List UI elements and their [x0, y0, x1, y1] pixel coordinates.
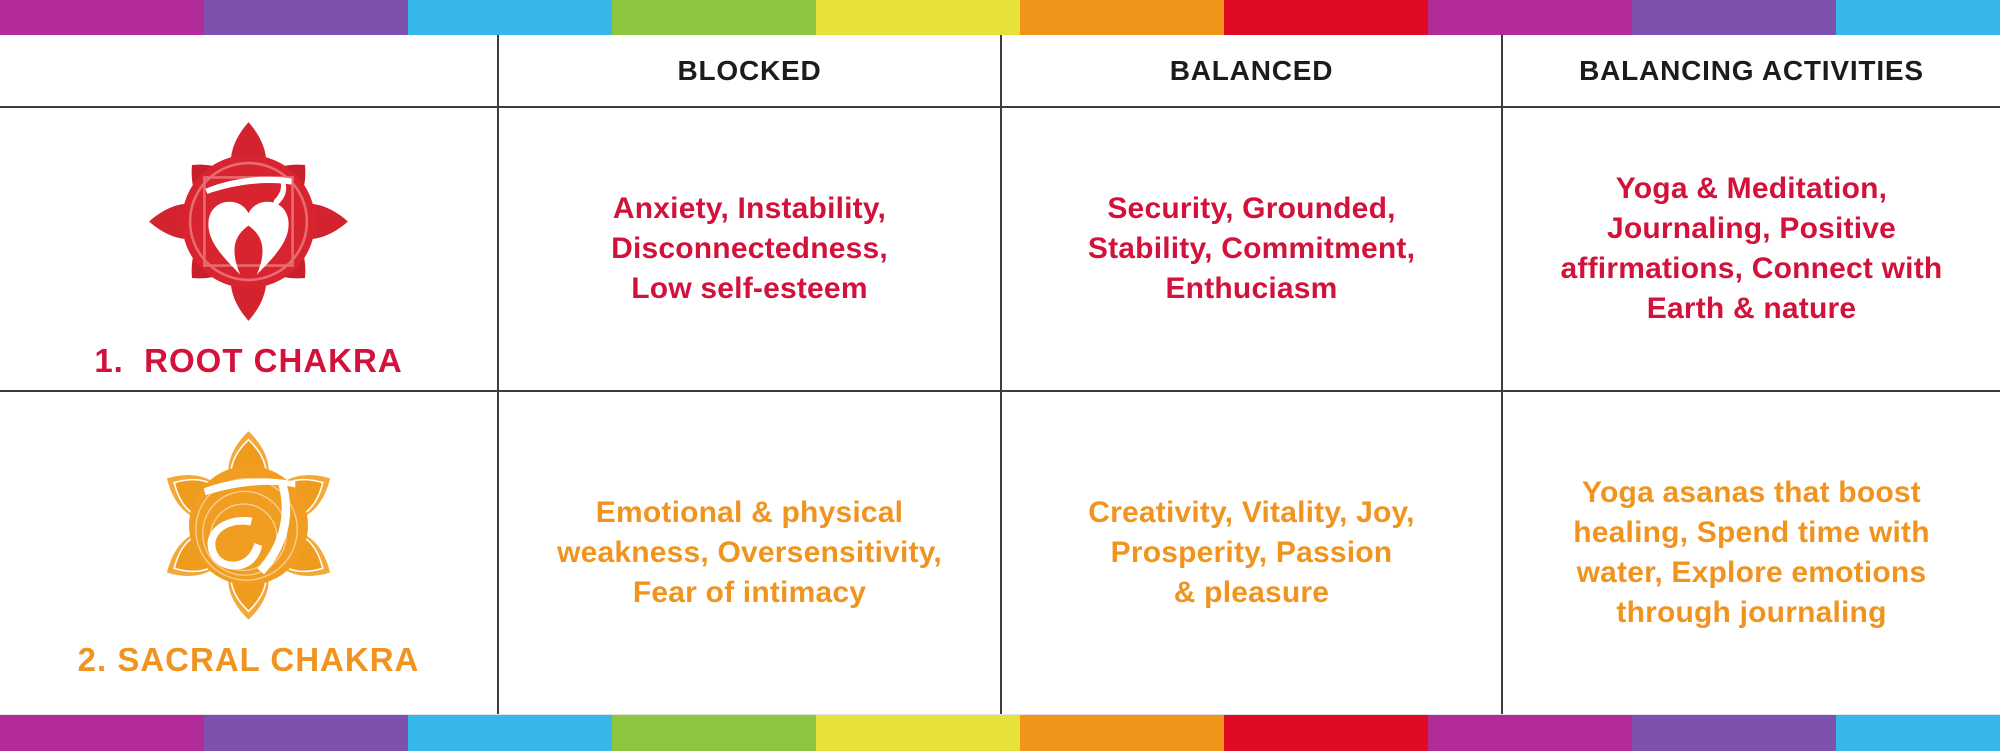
banner-stripe [408, 715, 612, 751]
root-balanced-text: Security, Grounded, Stability, Commitmen… [1000, 108, 1501, 392]
root-chakra-cell: 1. ROOT CHAKRA [0, 108, 497, 392]
root-activities-text: Yoga & Meditation, Journaling, Positive … [1501, 108, 2000, 392]
banner-stripe [204, 0, 408, 35]
header-blocked: BLOCKED [497, 35, 1000, 108]
banner-stripe [1224, 0, 1428, 35]
root-chakra-label: 1. ROOT CHAKRA [94, 341, 403, 379]
banner-stripe [612, 715, 816, 751]
banner-stripe [1224, 715, 1428, 751]
sacral-activities-text: Yoga asanas that boost healing, Spend ti… [1501, 392, 2000, 714]
banner-stripe [1836, 0, 2000, 35]
sacral-chakra-cell: 2. SACRAL CHAKRA [0, 392, 497, 714]
header-balancing-activities: BALANCING ACTIVITIES [1501, 35, 2000, 108]
banner-stripe [816, 715, 1020, 751]
banner-stripe [1428, 0, 1632, 35]
rainbow-banner-bottom [0, 714, 2000, 751]
banner-stripe [816, 0, 1020, 35]
banner-stripe [204, 715, 408, 751]
sacral-blocked-text: Emotional & physical weakness, Oversensi… [497, 392, 1000, 714]
banner-stripe [1020, 715, 1224, 751]
header-empty-cell [0, 35, 497, 108]
root-chakra-icon [149, 121, 348, 321]
banner-stripe [0, 715, 204, 751]
banner-stripe [1836, 715, 2000, 751]
rainbow-banner-top [0, 0, 2000, 35]
banner-stripe [1020, 0, 1224, 35]
banner-stripe [612, 0, 816, 35]
chakra-table: BLOCKED BALANCED BALANCING ACTIVITIES [0, 35, 2000, 714]
sacral-balanced-text: Creativity, Vitality, Joy, Prosperity, P… [1000, 392, 1501, 714]
root-blocked-text: Anxiety, Instability, Disconnectedness, … [497, 108, 1000, 392]
banner-stripe [1632, 715, 1836, 751]
header-balanced: BALANCED [1000, 35, 1501, 108]
banner-stripe [1632, 0, 1836, 35]
banner-stripe [1428, 715, 1632, 751]
sacral-chakra-icon [164, 428, 333, 622]
banner-stripe [408, 0, 612, 35]
banner-stripe [0, 0, 204, 35]
sacral-chakra-label: 2. SACRAL CHAKRA [77, 640, 420, 678]
